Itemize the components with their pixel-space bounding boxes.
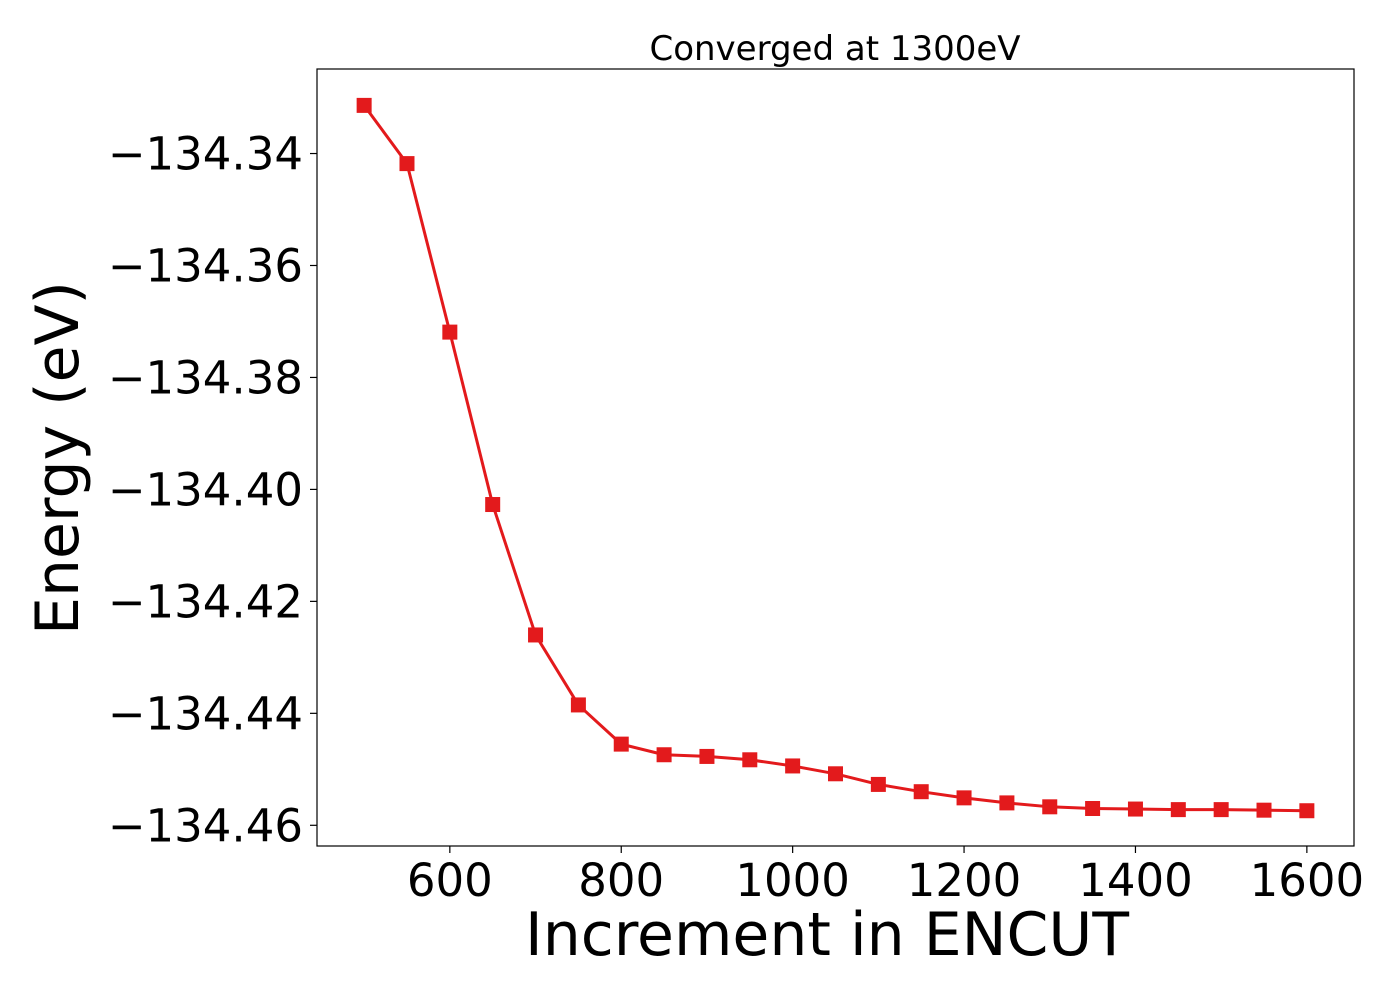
data-point [356, 97, 372, 113]
x-tick-label: 800 [578, 854, 664, 907]
data-point [1127, 801, 1143, 817]
data-point [956, 790, 972, 806]
data-point [442, 324, 458, 340]
y-axis-label: Energy (eV) [23, 281, 93, 635]
x-tick-label: 1400 [1078, 854, 1193, 907]
data-point [485, 497, 501, 513]
data-point [742, 752, 758, 768]
data-point [613, 736, 629, 752]
y-tick-label: −134.44 [108, 687, 303, 740]
data-point [1170, 802, 1186, 818]
data-point [699, 748, 715, 764]
x-tick-label: 1000 [735, 854, 850, 907]
y-axis-ticks: −134.34 −134.36 −134.38 −134.40 −134.42 −134.… [108, 128, 317, 852]
data-point [1299, 803, 1315, 819]
chart-title: Converged at 1300eV [649, 29, 1020, 69]
series-layer [356, 97, 1315, 819]
data-point [399, 156, 415, 172]
series-line [362, 104, 1307, 813]
y-tick-label: −134.38 [108, 351, 303, 404]
x-tick-label: 600 [407, 854, 493, 907]
y-tick-label: −134.42 [108, 575, 303, 628]
x-axis-ticks: 600 800 1000 1200 1400 1600 [407, 846, 1364, 907]
y-tick-label: −134.40 [108, 463, 303, 516]
data-point [999, 795, 1015, 811]
plot-frame [316, 68, 1355, 847]
data-point [528, 627, 544, 643]
y-tick-label: −134.46 [108, 799, 303, 852]
y-tick-label: −134.36 [108, 239, 303, 292]
data-point [656, 747, 672, 763]
data-point [913, 784, 929, 800]
data-point [785, 758, 801, 774]
x-tick-label: 1200 [907, 854, 1022, 907]
x-axis-label: Increment in ENCUT [525, 900, 1129, 970]
y-tick-label: −134.34 [108, 128, 303, 181]
data-point [870, 776, 886, 792]
data-point [1042, 799, 1058, 815]
x-tick-label: 1600 [1250, 854, 1365, 907]
data-point [1256, 802, 1272, 818]
data-point [570, 697, 586, 713]
data-point [828, 766, 843, 782]
data-point [1085, 800, 1101, 816]
data-point [1213, 802, 1229, 818]
